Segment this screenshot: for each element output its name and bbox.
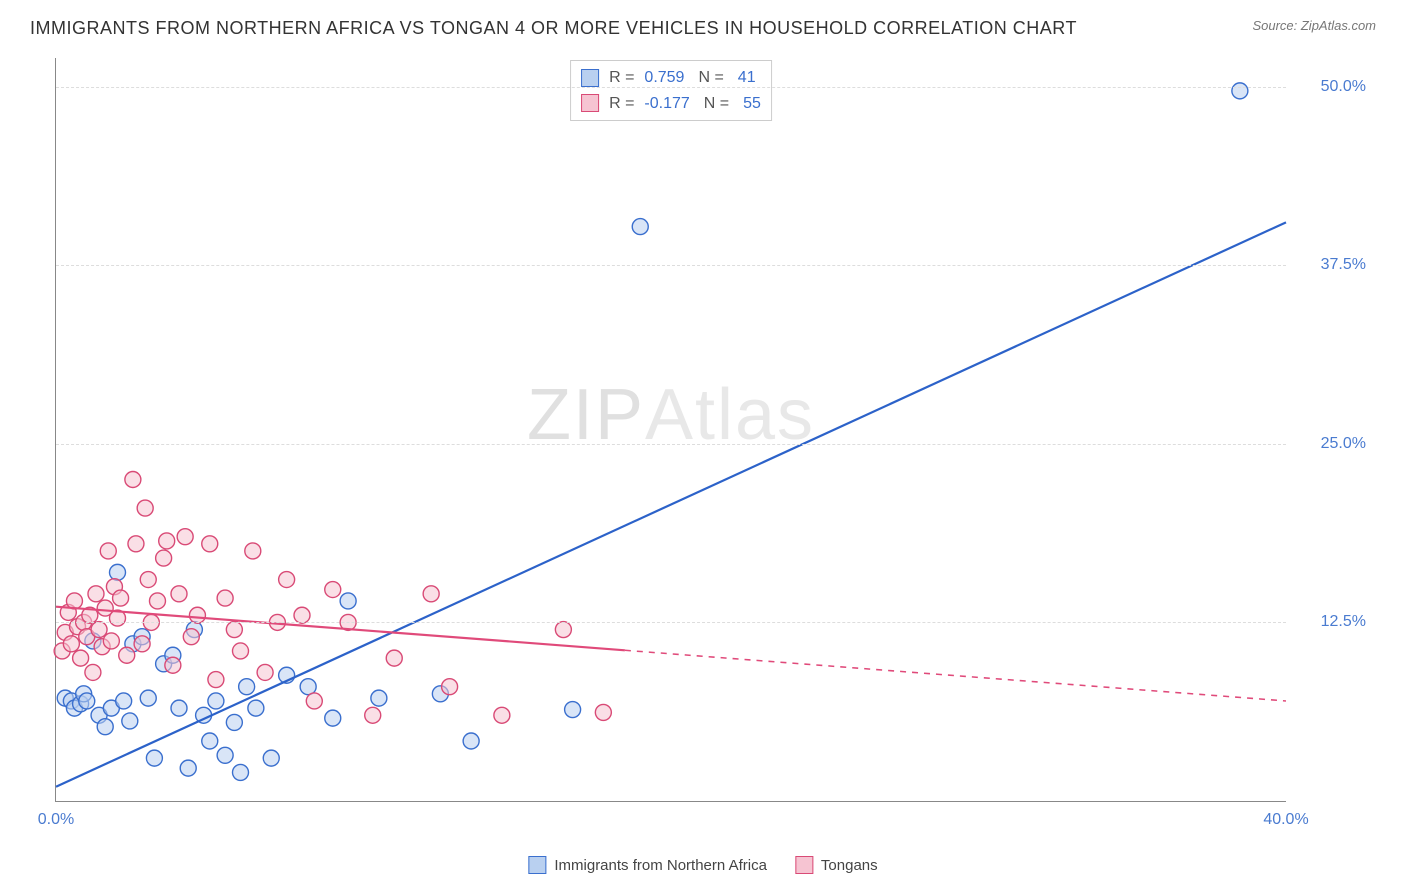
scatter-point	[226, 622, 242, 638]
scatter-point	[565, 702, 581, 718]
scatter-point	[177, 529, 193, 545]
x-tick-label: 40.0%	[1263, 811, 1308, 829]
scatter-point	[202, 536, 218, 552]
scatter-point	[73, 650, 89, 666]
scatter-point	[233, 643, 249, 659]
scatter-point	[300, 679, 316, 695]
scatter-point	[171, 700, 187, 716]
scatter-point	[365, 707, 381, 723]
scatter-point	[386, 650, 402, 666]
scatter-point	[128, 536, 144, 552]
scatter-point	[97, 719, 113, 735]
scatter-point	[325, 710, 341, 726]
scatter-point	[442, 679, 458, 695]
scatter-point	[180, 760, 196, 776]
grid-line	[56, 87, 1286, 88]
scatter-point	[183, 629, 199, 645]
legend-item: Immigrants from Northern Africa	[528, 856, 767, 874]
scatter-point	[88, 586, 104, 602]
scatter-point	[116, 693, 132, 709]
grid-line	[56, 622, 1286, 623]
scatter-point	[340, 593, 356, 609]
y-tick-label: 25.0%	[1296, 435, 1366, 453]
scatter-point	[423, 586, 439, 602]
scatter-point	[239, 679, 255, 695]
plot-area: ZIPAtlas R =0.759N =41R =-0.177N =55 12.…	[55, 58, 1286, 802]
trend-line	[56, 222, 1286, 786]
plot-wrapper: ZIPAtlas R =0.759N =41R =-0.177N =55 12.…	[55, 58, 1376, 832]
scatter-point	[165, 657, 181, 673]
scatter-point	[294, 607, 310, 623]
scatter-point	[202, 733, 218, 749]
scatter-point	[159, 533, 175, 549]
scatter-point	[208, 672, 224, 688]
scatter-point	[137, 500, 153, 516]
trend-line-extrapolated	[625, 650, 1286, 701]
scatter-point	[263, 750, 279, 766]
scatter-point	[122, 713, 138, 729]
grid-line	[56, 444, 1286, 445]
scatter-point	[595, 704, 611, 720]
scatter-point	[146, 750, 162, 766]
scatter-point	[85, 664, 101, 680]
legend-label: Tongans	[821, 857, 878, 874]
scatter-point	[140, 690, 156, 706]
scatter-point	[226, 714, 242, 730]
grid-line	[56, 265, 1286, 266]
y-tick-label: 12.5%	[1296, 613, 1366, 631]
legend-swatch	[528, 856, 546, 874]
legend-item: Tongans	[795, 856, 878, 874]
scatter-svg	[56, 58, 1286, 801]
scatter-point	[217, 747, 233, 763]
scatter-point	[279, 572, 295, 588]
scatter-point	[325, 582, 341, 598]
scatter-point	[632, 219, 648, 235]
x-tick-label: 0.0%	[38, 811, 74, 829]
scatter-point	[208, 693, 224, 709]
scatter-point	[79, 693, 95, 709]
scatter-point	[371, 690, 387, 706]
scatter-point	[245, 543, 261, 559]
scatter-point	[100, 543, 116, 559]
scatter-point	[119, 647, 135, 663]
scatter-point	[113, 590, 129, 606]
scatter-point	[110, 564, 126, 580]
legend: Immigrants from Northern Africa Tongans	[528, 856, 877, 874]
y-tick-label: 50.0%	[1296, 78, 1366, 96]
scatter-point	[306, 693, 322, 709]
scatter-point	[494, 707, 510, 723]
scatter-point	[156, 550, 172, 566]
scatter-point	[463, 733, 479, 749]
scatter-point	[63, 636, 79, 652]
scatter-point	[233, 764, 249, 780]
scatter-point	[149, 593, 165, 609]
scatter-point	[1232, 83, 1248, 99]
scatter-point	[125, 472, 141, 488]
scatter-point	[217, 590, 233, 606]
scatter-point	[248, 700, 264, 716]
source-label: Source: ZipAtlas.com	[1252, 18, 1376, 33]
y-tick-label: 37.5%	[1296, 256, 1366, 274]
legend-swatch	[795, 856, 813, 874]
legend-label: Immigrants from Northern Africa	[554, 857, 767, 874]
scatter-point	[555, 622, 571, 638]
chart-title: IMMIGRANTS FROM NORTHERN AFRICA VS TONGA…	[30, 18, 1077, 39]
scatter-point	[171, 586, 187, 602]
scatter-point	[91, 622, 107, 638]
scatter-point	[257, 664, 273, 680]
chart-header: IMMIGRANTS FROM NORTHERN AFRICA VS TONGA…	[0, 0, 1406, 47]
scatter-point	[103, 633, 119, 649]
scatter-point	[189, 607, 205, 623]
scatter-point	[140, 572, 156, 588]
scatter-point	[134, 636, 150, 652]
